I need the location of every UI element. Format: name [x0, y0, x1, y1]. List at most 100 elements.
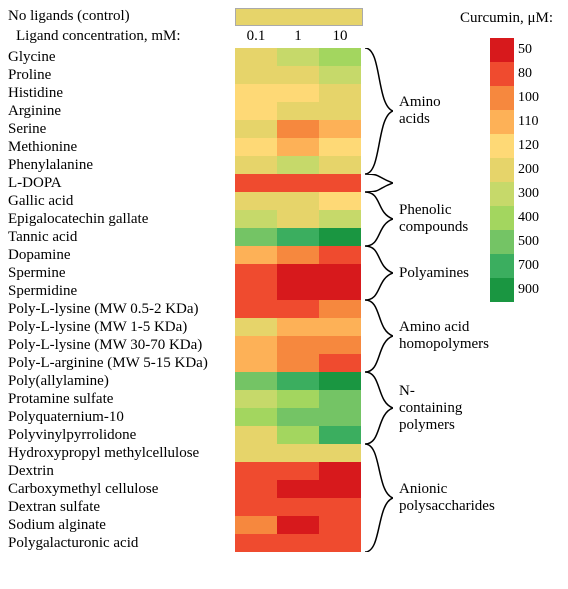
- heatmap-cell: [235, 444, 277, 462]
- legend-swatch: [490, 254, 514, 278]
- heatmap-cell: [277, 84, 319, 102]
- legend-swatch: [490, 158, 514, 182]
- heatmap-cell: [319, 228, 361, 246]
- heatmap-row: [235, 282, 361, 300]
- row-label: L-DOPA: [8, 174, 208, 192]
- heatmap-cell: [319, 66, 361, 84]
- row-label: Carboxymethyl cellulose: [8, 480, 208, 498]
- heatmap-row: [235, 66, 361, 84]
- row-label: Spermidine: [8, 282, 208, 300]
- control-label: No ligands (control): [8, 8, 130, 25]
- heatmap-row: [235, 444, 361, 462]
- heatmap-row: [235, 246, 361, 264]
- heatmap-row: [235, 228, 361, 246]
- heatmap-cell: [277, 462, 319, 480]
- legend-swatch: [490, 62, 514, 86]
- heatmap-cell: [235, 228, 277, 246]
- heatmap-cell: [235, 282, 277, 300]
- heatmap-cell: [235, 48, 277, 66]
- heatmap-row: [235, 300, 361, 318]
- heatmap-cell: [277, 102, 319, 120]
- row-label: Dopamine: [8, 246, 208, 264]
- legend-tick: 300: [518, 182, 539, 206]
- row-label: Spermine: [8, 264, 208, 282]
- heatmap-row: [235, 372, 361, 390]
- heatmap-cell: [235, 516, 277, 534]
- row-label: Hydroxypropyl methylcellulose: [8, 444, 208, 462]
- heatmap-cell: [235, 534, 277, 552]
- row-labels: GlycineProlineHistidineArginineSerineMet…: [8, 48, 208, 552]
- brace-icon: [365, 372, 393, 444]
- heatmap-cell: [235, 192, 277, 210]
- heatmap-cell: [319, 498, 361, 516]
- row-label: Serine: [8, 120, 208, 138]
- heatmap-cell: [235, 372, 277, 390]
- legend-swatch: [490, 134, 514, 158]
- legend-ticks: 5080100110120200300400500700900: [518, 38, 539, 302]
- heatmap-cell: [277, 228, 319, 246]
- legend-swatch: [490, 182, 514, 206]
- heatmap-cell: [235, 138, 277, 156]
- heatmap-row: [235, 426, 361, 444]
- heatmap-row: [235, 408, 361, 426]
- row-label: Poly-L-lysine (MW 1-5 KDa): [8, 318, 208, 336]
- brace-icon: [365, 192, 393, 246]
- group-label: N-containingpolymers: [399, 372, 462, 444]
- heatmap-cell: [277, 48, 319, 66]
- row-label: Dextrin: [8, 462, 208, 480]
- heatmap-cell: [319, 372, 361, 390]
- heatmap-cell: [235, 354, 277, 372]
- heatmap-cell: [277, 354, 319, 372]
- heatmap-cell: [319, 156, 361, 174]
- heatmap-cell: [235, 336, 277, 354]
- heatmap-cell: [235, 102, 277, 120]
- row-label: Poly-L-arginine (MW 5-15 KDa): [8, 354, 208, 372]
- brace-icon: [365, 444, 393, 552]
- row-label: Sodium alginate: [8, 516, 208, 534]
- legend-tick: 110: [518, 110, 539, 134]
- brace-icon: [365, 300, 393, 372]
- heatmap-cell: [319, 246, 361, 264]
- row-label: Dextran sulfate: [8, 498, 208, 516]
- heatmap-cell: [277, 282, 319, 300]
- heatmap-row: [235, 462, 361, 480]
- heatmap-cell: [319, 426, 361, 444]
- legend-tick: 120: [518, 134, 539, 158]
- heatmap-cell: [277, 138, 319, 156]
- heatmap-cell: [277, 372, 319, 390]
- row-label: Gallic acid: [8, 192, 208, 210]
- heatmap-cell: [277, 120, 319, 138]
- heatmap-cell: [235, 84, 277, 102]
- heatmap-cell: [277, 480, 319, 498]
- heatmap-cell: [277, 516, 319, 534]
- legend-tick: 100: [518, 86, 539, 110]
- row-label: Epigalocatechin gallate: [8, 210, 208, 228]
- heatmap-row: [235, 534, 361, 552]
- heatmap-cell: [235, 318, 277, 336]
- heatmap-row: [235, 84, 361, 102]
- row-label: Tannic acid: [8, 228, 208, 246]
- heatmap-cell: [319, 138, 361, 156]
- heatmap-cell: [235, 174, 277, 192]
- heatmap-cell: [277, 426, 319, 444]
- heatmap-cell: [319, 408, 361, 426]
- row-label: Poly(allylamine): [8, 372, 208, 390]
- heatmap-row: [235, 174, 361, 192]
- row-label: Polyquaternium-10: [8, 408, 208, 426]
- row-label: Protamine sulfate: [8, 390, 208, 408]
- row-label: Histidine: [8, 84, 208, 102]
- heatmap-cell: [277, 300, 319, 318]
- row-label: Proline: [8, 66, 208, 84]
- row-label: Arginine: [8, 102, 208, 120]
- group-label: Phenoliccompounds: [399, 192, 468, 246]
- row-label: Poly-L-lysine (MW 30-70 KDa): [8, 336, 208, 354]
- heatmap-cell: [235, 246, 277, 264]
- row-label: Methionine: [8, 138, 208, 156]
- row-label: Poly-L-lysine (MW 0.5-2 KDa): [8, 300, 208, 318]
- heatmap-cell: [235, 264, 277, 282]
- heatmap-cell: [319, 174, 361, 192]
- heatmap-cell: [277, 318, 319, 336]
- heatmap-cell: [235, 480, 277, 498]
- heatmap-row: [235, 354, 361, 372]
- legend-bar: [490, 38, 514, 302]
